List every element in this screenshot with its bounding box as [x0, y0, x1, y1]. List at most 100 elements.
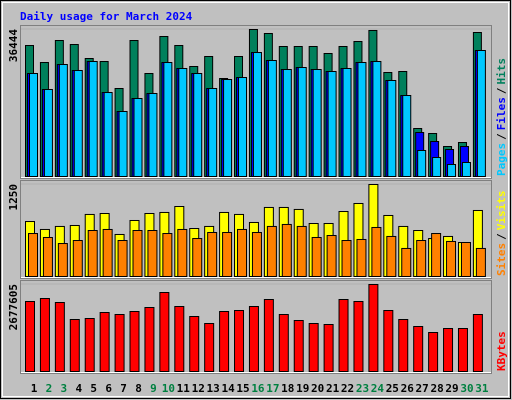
bar — [431, 233, 442, 277]
bar — [193, 73, 203, 177]
bar — [311, 236, 322, 278]
bar — [267, 60, 277, 177]
x-tick-label: 6 — [105, 382, 112, 395]
bar — [401, 247, 412, 278]
x-tick-label: 27 — [416, 382, 429, 395]
bar — [222, 231, 233, 277]
bar — [402, 95, 412, 177]
legend-entry: Visits — [495, 191, 508, 231]
bar — [293, 320, 304, 373]
bar — [312, 69, 322, 177]
bar — [368, 284, 379, 372]
bar — [447, 164, 457, 177]
legend-entry: Files — [495, 97, 508, 130]
bar — [460, 241, 471, 277]
bar — [162, 233, 173, 277]
bar — [132, 230, 143, 277]
bar — [432, 157, 442, 178]
bar — [238, 77, 248, 177]
bar — [234, 310, 245, 372]
x-tick-label: 29 — [445, 382, 458, 395]
bar — [73, 70, 83, 177]
chart-title: Daily usage for March 2024 — [20, 10, 193, 23]
bar — [341, 240, 352, 277]
x-tick-label: 3 — [61, 382, 68, 395]
bar — [219, 311, 230, 372]
bar — [443, 328, 454, 372]
bar — [278, 314, 289, 372]
bar — [129, 311, 140, 372]
bar — [69, 319, 80, 373]
bar — [342, 68, 352, 177]
series-legend: KBytes — [495, 331, 508, 371]
bar — [177, 228, 188, 278]
bar — [25, 301, 35, 372]
x-tick-label: 14 — [221, 382, 235, 395]
legend-entry: Hits — [495, 58, 508, 85]
bar — [383, 310, 394, 372]
series-legend: Sites / Visits — [495, 191, 508, 277]
bar — [57, 243, 68, 278]
bar — [147, 230, 158, 277]
bar — [327, 71, 337, 177]
x-tick-label: 23 — [356, 382, 369, 395]
bar — [326, 235, 337, 278]
x-tick-label: 11 — [177, 382, 191, 395]
x-tick-label: 8 — [135, 382, 142, 395]
bar — [248, 306, 259, 373]
bar — [296, 225, 307, 277]
legend-separator: / — [495, 87, 508, 94]
bar — [223, 79, 233, 177]
x-tick-label: 15 — [236, 382, 249, 395]
bar — [252, 52, 262, 177]
x-tick-label: 2 — [46, 382, 53, 395]
x-tick-label: 25 — [386, 382, 399, 395]
bar — [103, 92, 113, 177]
bar — [144, 307, 155, 373]
bar — [323, 324, 334, 372]
bar — [413, 326, 424, 372]
y-tick-label: 1250 — [7, 184, 20, 211]
bar — [102, 228, 113, 278]
bar — [174, 306, 185, 373]
x-tick-label: 16 — [251, 382, 265, 395]
legend-entry: Sites — [495, 243, 508, 276]
legend-separator: / — [495, 133, 508, 140]
x-tick-label: 31 — [475, 382, 489, 395]
bar — [475, 247, 486, 278]
bar — [387, 80, 397, 177]
bar — [372, 61, 382, 178]
bar — [133, 98, 143, 177]
bar — [263, 299, 274, 372]
bar — [281, 223, 292, 277]
bar — [178, 68, 188, 177]
bar — [58, 64, 68, 177]
x-tick-label: 22 — [341, 382, 354, 395]
x-tick-label: 26 — [401, 382, 415, 395]
bar — [117, 240, 128, 277]
y-tick-label: 36444 — [7, 29, 20, 62]
x-tick-label: 28 — [430, 382, 443, 395]
bar — [308, 323, 319, 373]
legend-entry: Pages — [495, 143, 508, 176]
x-tick-label: 21 — [326, 382, 340, 395]
x-tick-label: 5 — [90, 382, 97, 395]
x-tick-label: 18 — [281, 382, 294, 395]
bar — [251, 231, 262, 277]
bar — [282, 69, 292, 177]
legend-separator: / — [495, 233, 508, 240]
x-tick-label: 12 — [192, 382, 205, 395]
bar — [237, 228, 248, 278]
bar — [398, 319, 409, 373]
bar — [163, 62, 173, 177]
bar — [43, 89, 53, 177]
series-legend: Pages / Files / Hits — [495, 58, 508, 176]
bar — [42, 236, 53, 278]
bar — [353, 301, 364, 372]
x-tick-label: 19 — [296, 382, 309, 395]
bar — [338, 299, 349, 372]
x-tick-label: 4 — [75, 382, 82, 395]
bar — [99, 312, 110, 372]
